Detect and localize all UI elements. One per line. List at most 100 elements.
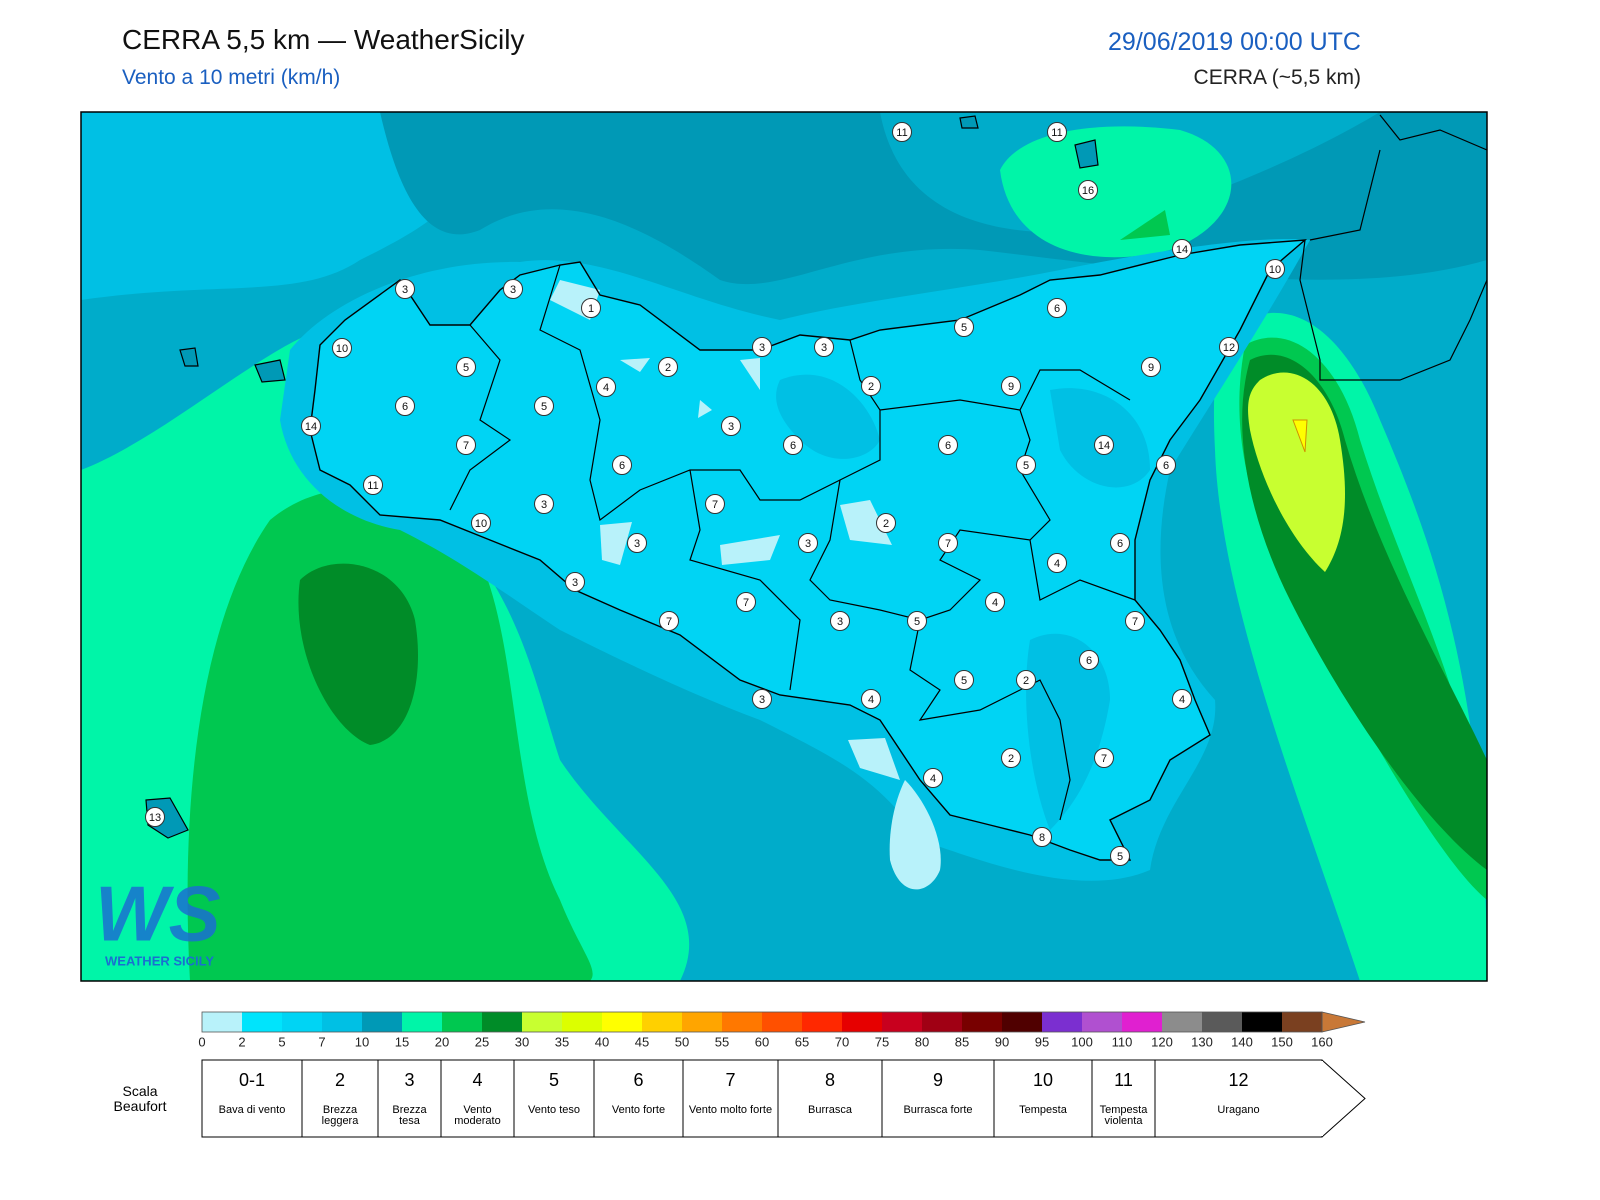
station-marker xyxy=(565,572,585,592)
colorbar-segment xyxy=(1082,1012,1122,1032)
colorbar-tick-label: 110 xyxy=(1112,1034,1133,1049)
beaufort-name: Vento molto forte xyxy=(688,1104,773,1116)
station-value: 6 xyxy=(1054,303,1060,315)
beaufort-force: 5 xyxy=(548,1070,559,1090)
station-marker xyxy=(1094,748,1114,768)
colorbar-segment xyxy=(1122,1012,1162,1032)
beaufort-box xyxy=(682,1059,779,1138)
beaufort-force: 3 xyxy=(404,1070,415,1090)
station-marker xyxy=(1265,259,1285,279)
beaufort-force: 9 xyxy=(932,1070,943,1090)
colorbar-segment xyxy=(1042,1012,1082,1032)
station-value: 5 xyxy=(463,362,469,374)
station-marker xyxy=(1078,180,1098,200)
station-marker xyxy=(721,416,741,436)
station-marker xyxy=(861,689,881,709)
station-value: 1 xyxy=(588,303,594,315)
station-value: 5 xyxy=(541,401,547,413)
colorbar-segment xyxy=(1002,1012,1042,1032)
colorbar-tick-label: 10 xyxy=(355,1034,369,1049)
station-value: 4 xyxy=(1179,694,1185,706)
station-value: 5 xyxy=(961,675,967,687)
colorbar-tick-label: 55 xyxy=(715,1034,729,1049)
colorbar-segment xyxy=(682,1012,722,1032)
station-value: 3 xyxy=(837,616,843,628)
beaufort-box xyxy=(993,1059,1093,1138)
station-value: 10 xyxy=(1269,264,1281,276)
colorbar-tick-label: 45 xyxy=(635,1034,649,1049)
colorbar-tick-label: 90 xyxy=(995,1034,1009,1049)
colorbar-segment xyxy=(922,1012,962,1032)
colorbar-tick-label: 100 xyxy=(1071,1034,1093,1049)
station-marker xyxy=(1016,670,1036,690)
wind-field xyxy=(81,112,1487,981)
colorbar-tick-label: 35 xyxy=(555,1034,569,1049)
station-value: 14 xyxy=(1176,244,1188,256)
station-marker xyxy=(892,122,912,142)
beaufort-force: 4 xyxy=(472,1070,483,1090)
colorbar-segment xyxy=(1202,1012,1242,1032)
station-marker xyxy=(1219,337,1239,357)
station-marker xyxy=(752,337,772,357)
colorbar-segment xyxy=(442,1012,482,1032)
station-marker xyxy=(876,513,896,533)
colorbar-tick-label: 40 xyxy=(595,1034,609,1049)
station-value: 7 xyxy=(1132,616,1138,628)
station-value: 6 xyxy=(402,401,408,413)
logo-mark: WS xyxy=(95,870,221,958)
station-marker xyxy=(363,475,383,495)
station-marker xyxy=(1047,122,1067,142)
colorbar-segment xyxy=(202,1012,242,1032)
station-marker xyxy=(456,357,476,377)
station-value: 2 xyxy=(1008,753,1014,765)
station-marker xyxy=(1001,748,1021,768)
colorbar-tick-label: 95 xyxy=(1035,1034,1049,1049)
station-marker xyxy=(907,611,927,631)
beaufort-box xyxy=(593,1059,684,1138)
station-marker xyxy=(1156,455,1176,475)
station-marker xyxy=(798,533,818,553)
colorbar-tick-label: 25 xyxy=(475,1034,489,1049)
colorbar-segment xyxy=(482,1012,522,1032)
station-marker xyxy=(659,611,679,631)
colorbar-segment xyxy=(242,1012,282,1032)
station-marker xyxy=(1141,357,1161,377)
station-marker xyxy=(596,377,616,397)
station-marker xyxy=(301,416,321,436)
station-marker xyxy=(395,279,415,299)
colorbar-segment xyxy=(762,1012,802,1032)
station-value: 6 xyxy=(1117,538,1123,550)
beaufort-box xyxy=(377,1059,442,1138)
station-value: 3 xyxy=(541,499,547,511)
station-marker xyxy=(1001,376,1021,396)
station-value: 3 xyxy=(759,694,765,706)
colorbar-tick-label: 85 xyxy=(955,1034,969,1049)
beaufort-name: Burrasca xyxy=(807,1104,853,1116)
colorbar-tick-label: 20 xyxy=(435,1034,449,1049)
station-marker xyxy=(923,768,943,788)
station-value: 4 xyxy=(1054,558,1060,570)
station-value: 2 xyxy=(883,518,889,530)
station-marker xyxy=(830,611,850,631)
colorbar-segment xyxy=(362,1012,402,1032)
station-value: 4 xyxy=(603,382,609,394)
model: CERRA (~5,5 km) xyxy=(1193,66,1361,89)
station-value: 14 xyxy=(1098,440,1110,452)
station-value: 14 xyxy=(305,421,317,433)
colorbar-tick-label: 80 xyxy=(915,1034,929,1049)
station-marker xyxy=(658,357,678,377)
station-marker xyxy=(581,298,601,318)
colorbar-tick-label: 70 xyxy=(835,1034,849,1049)
colorbar-segment xyxy=(842,1012,882,1032)
station-marker xyxy=(1047,298,1067,318)
station-marker xyxy=(395,396,415,416)
station-marker xyxy=(938,435,958,455)
beaufort-scale xyxy=(201,1059,1366,1138)
station-value: 6 xyxy=(1086,655,1092,667)
station-marker xyxy=(627,533,647,553)
station-marker xyxy=(1172,689,1192,709)
colorbar-tick-label: 5 xyxy=(278,1034,285,1049)
colorbar-extension xyxy=(1321,1011,1366,1033)
station-marker xyxy=(954,317,974,337)
colorbar-segment xyxy=(962,1012,1002,1032)
